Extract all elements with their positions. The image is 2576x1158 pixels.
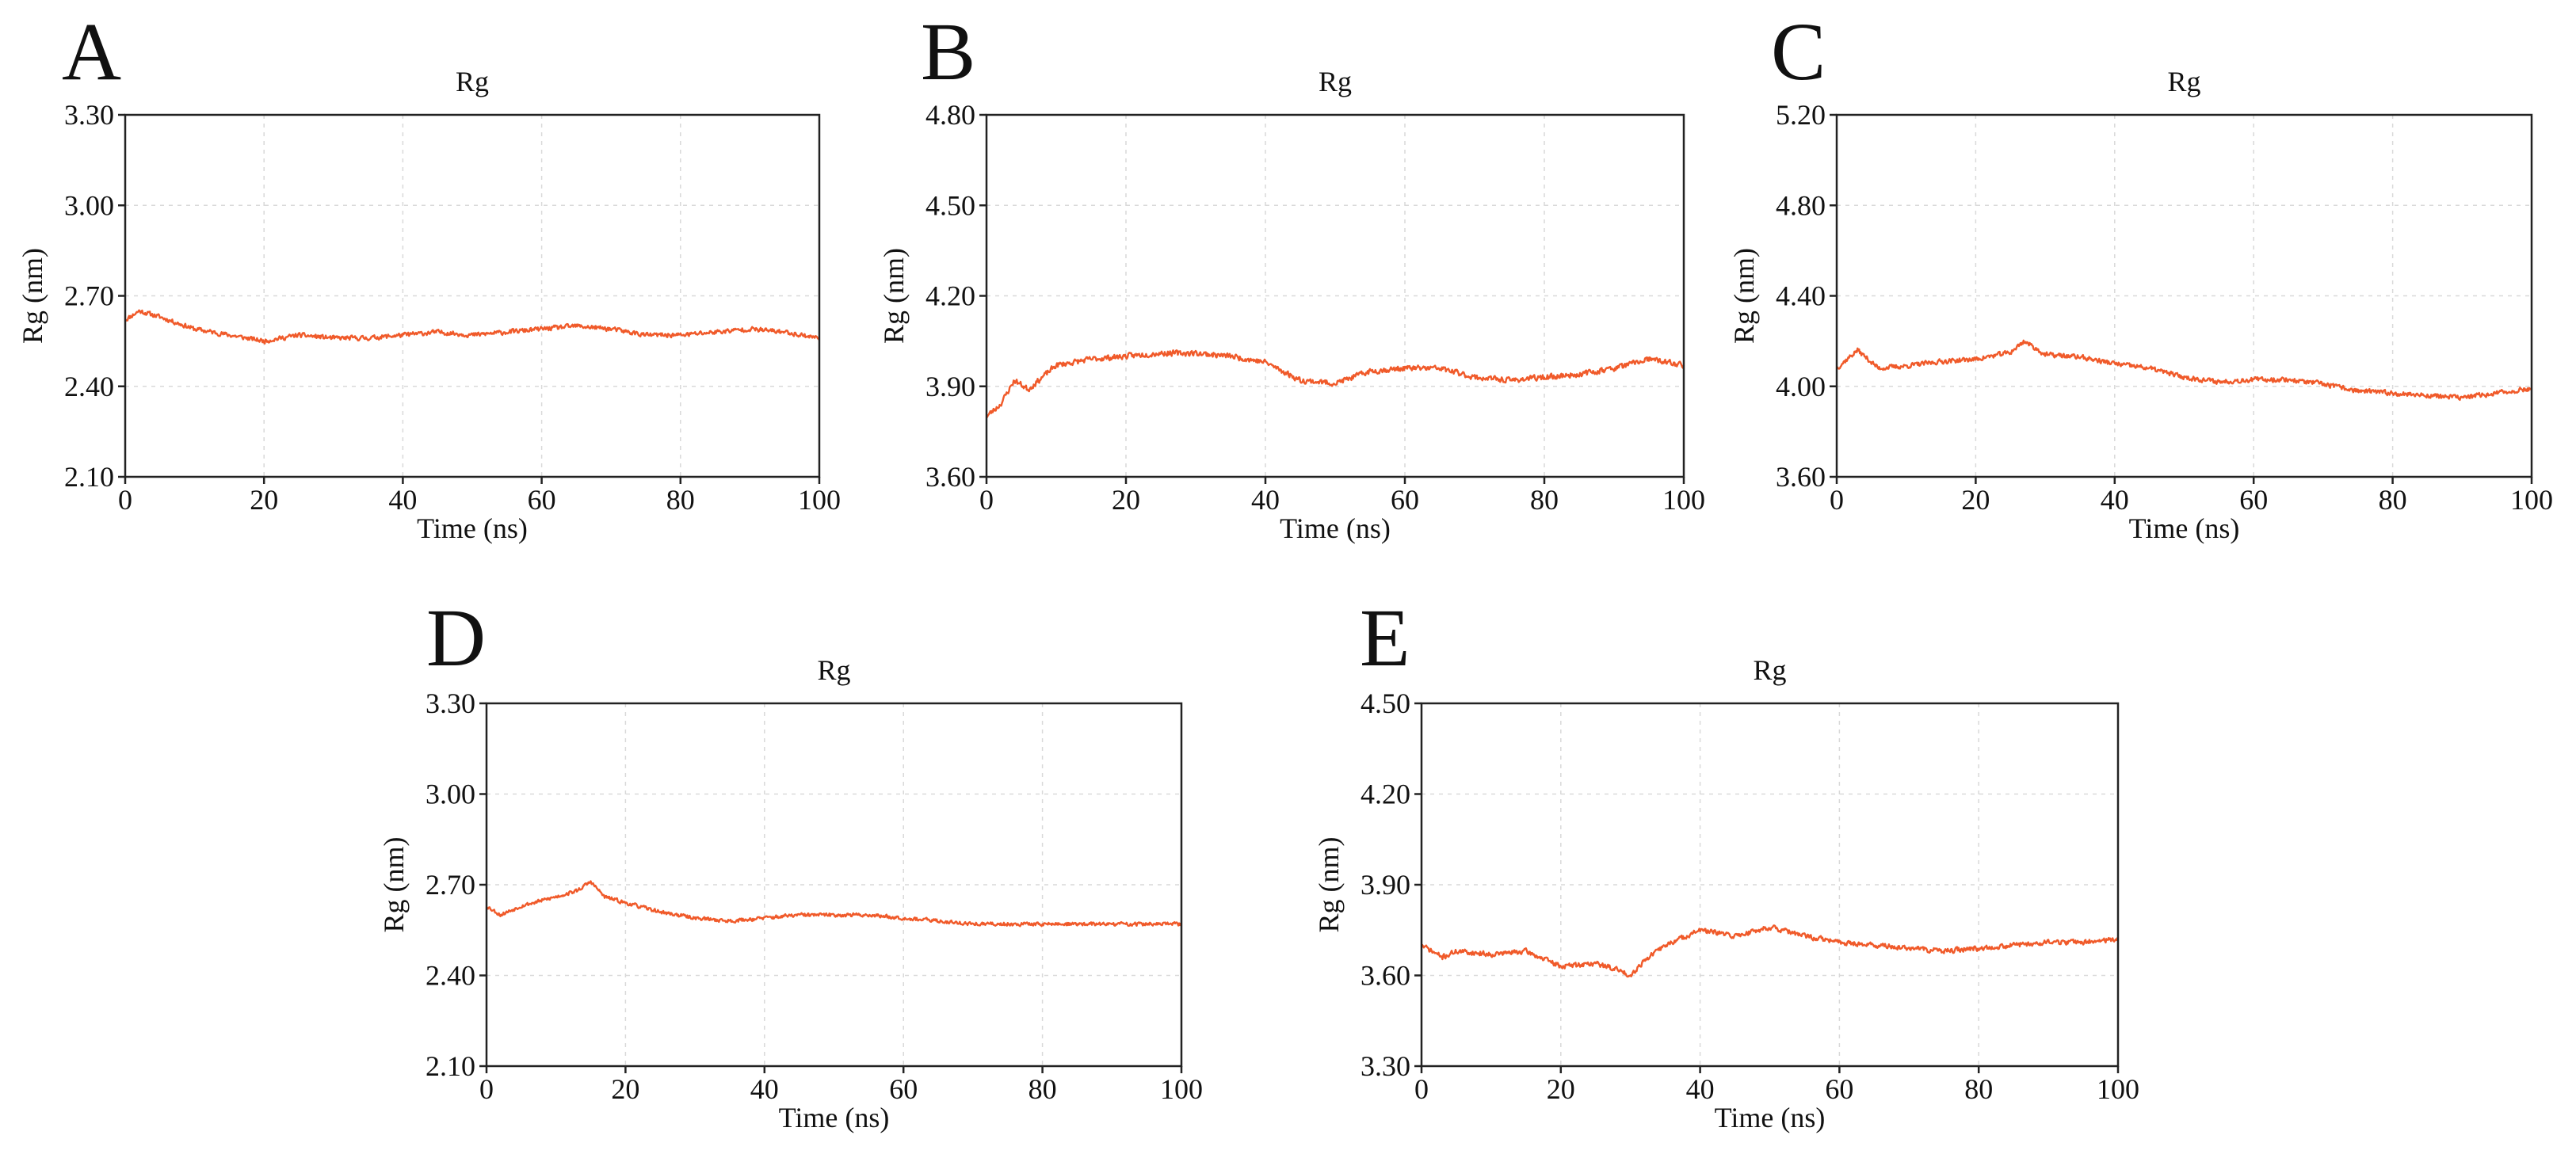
y-tick-label: 3.60 [1776,461,1826,493]
panel-letter: B [921,6,975,97]
x-axis-label: Time (ns) [1715,1102,1826,1133]
x-tick-label: 60 [1825,1073,1853,1105]
y-tick-label: 4.80 [925,99,975,131]
series-line-rg [1835,339,2533,402]
y-tick-label: 3.60 [1361,960,1410,992]
x-tick-label: 60 [1391,484,1419,516]
series-line-rg [986,349,1685,419]
x-tick-label: 80 [1530,484,1559,516]
series-line-rg [1420,924,2120,978]
panel-e: E Rg 0 20 40 60 80 100 3.30 3.60 3.90 4.20 4.50 Time … [1313,592,2139,1133]
series-line-rg [124,309,821,345]
y-tick-label: 4.00 [1776,371,1826,402]
x-tick-label: 20 [1112,484,1140,516]
x-tick-label: 20 [1547,1073,1575,1105]
y-axis-label: Rg (nm) [878,248,910,344]
panel-b: B Rg 0 20 40 60 80 100 3.60 3.90 4.20 4.50 4.80 Time … [878,6,1705,544]
chart-title: Rg [1319,66,1352,97]
plot-frame [485,702,1183,1068]
x-tick-label: 100 [1662,484,1705,516]
panel-a: A Rg 0 20 40 60 80 100 2.10 2.40 2.70 3.00 3.30 Time … [17,6,841,544]
x-tick-label: 0 [1830,484,1844,516]
panel-letter: C [1771,6,1826,97]
x-tick-label: 60 [2239,484,2268,516]
y-tick-label: 3.90 [925,371,975,402]
chart-title: Rg [1753,654,1786,686]
panel-letter: E [1360,592,1410,684]
x-tick-label: 80 [1028,1073,1057,1105]
y-tick-label: 2.10 [426,1050,475,1082]
chart-title: Rg [456,66,489,97]
x-tick-label: 20 [250,484,278,516]
plot-frame [1835,113,2533,478]
panel-d: D Rg 0 20 40 60 80 100 2.10 2.40 2.70 3.00 3.30 Time … [378,592,1203,1133]
x-tick-label: 60 [528,484,556,516]
y-tick-label: 2.40 [426,960,475,992]
y-tick-label: 4.20 [1361,779,1410,810]
panel-c: C Rg 0 20 40 60 80 100 3.60 4.00 4.40 4.80 5.20 Time … [1728,6,2553,544]
x-tick-label: 40 [1686,1073,1715,1105]
y-tick-label: 2.70 [426,869,475,901]
x-tick-label: 0 [1414,1073,1429,1105]
x-tick-label: 40 [2101,484,2129,516]
x-tick-label: 100 [798,484,841,516]
y-tick-label: 3.30 [1361,1050,1410,1082]
x-tick-label: 20 [611,1073,639,1105]
y-tick-label: 3.00 [64,189,114,221]
x-tick-label: 40 [1251,484,1280,516]
y-axis-label: Rg (nm) [17,248,48,344]
y-tick-label: 3.90 [1361,869,1410,901]
plot-frame [985,113,1685,478]
chart-title: Rg [2167,66,2200,97]
x-tick-label: 0 [479,1073,494,1105]
x-axis-label: Time (ns) [2129,512,2240,544]
x-tick-label: 100 [1160,1073,1203,1105]
x-tick-label: 20 [1961,484,1990,516]
x-tick-label: 0 [979,484,994,516]
y-tick-label: 4.50 [1361,688,1410,719]
x-axis-label: Time (ns) [417,512,528,544]
y-tick-label: 2.10 [64,461,114,493]
panel-letter: D [426,592,486,684]
series-line-rg [485,880,1182,928]
x-tick-label: 40 [750,1073,779,1105]
x-tick-label: 80 [1964,1073,1993,1105]
x-tick-label: 80 [2379,484,2407,516]
x-tick-label: 0 [118,484,132,516]
plot-frame [124,113,821,478]
x-tick-label: 100 [2510,484,2553,516]
x-axis-label: Time (ns) [1280,512,1391,544]
x-tick-label: 80 [666,484,695,516]
y-tick-label: 4.20 [925,280,975,312]
y-tick-label: 4.80 [1776,189,1826,221]
x-axis-label: Time (ns) [779,1102,890,1133]
plot-frame [1420,702,2120,1068]
y-tick-label: 3.00 [426,779,475,810]
panel-letter: A [62,6,121,97]
y-tick-label: 3.30 [64,99,114,131]
x-tick-label: 60 [889,1073,918,1105]
y-axis-label: Rg (nm) [1728,248,1760,344]
y-tick-label: 2.70 [64,280,114,312]
y-axis-label: Rg (nm) [378,837,410,933]
y-tick-label: 3.30 [426,688,475,719]
y-tick-label: 4.40 [1776,280,1826,312]
y-axis-label: Rg (nm) [1313,837,1345,933]
y-tick-label: 4.50 [925,189,975,221]
y-tick-label: 5.20 [1776,99,1826,131]
chart-title: Rg [817,654,850,686]
y-tick-label: 3.60 [925,461,975,493]
x-tick-label: 40 [388,484,417,516]
x-tick-label: 100 [2097,1073,2139,1105]
y-tick-label: 2.40 [64,371,114,402]
